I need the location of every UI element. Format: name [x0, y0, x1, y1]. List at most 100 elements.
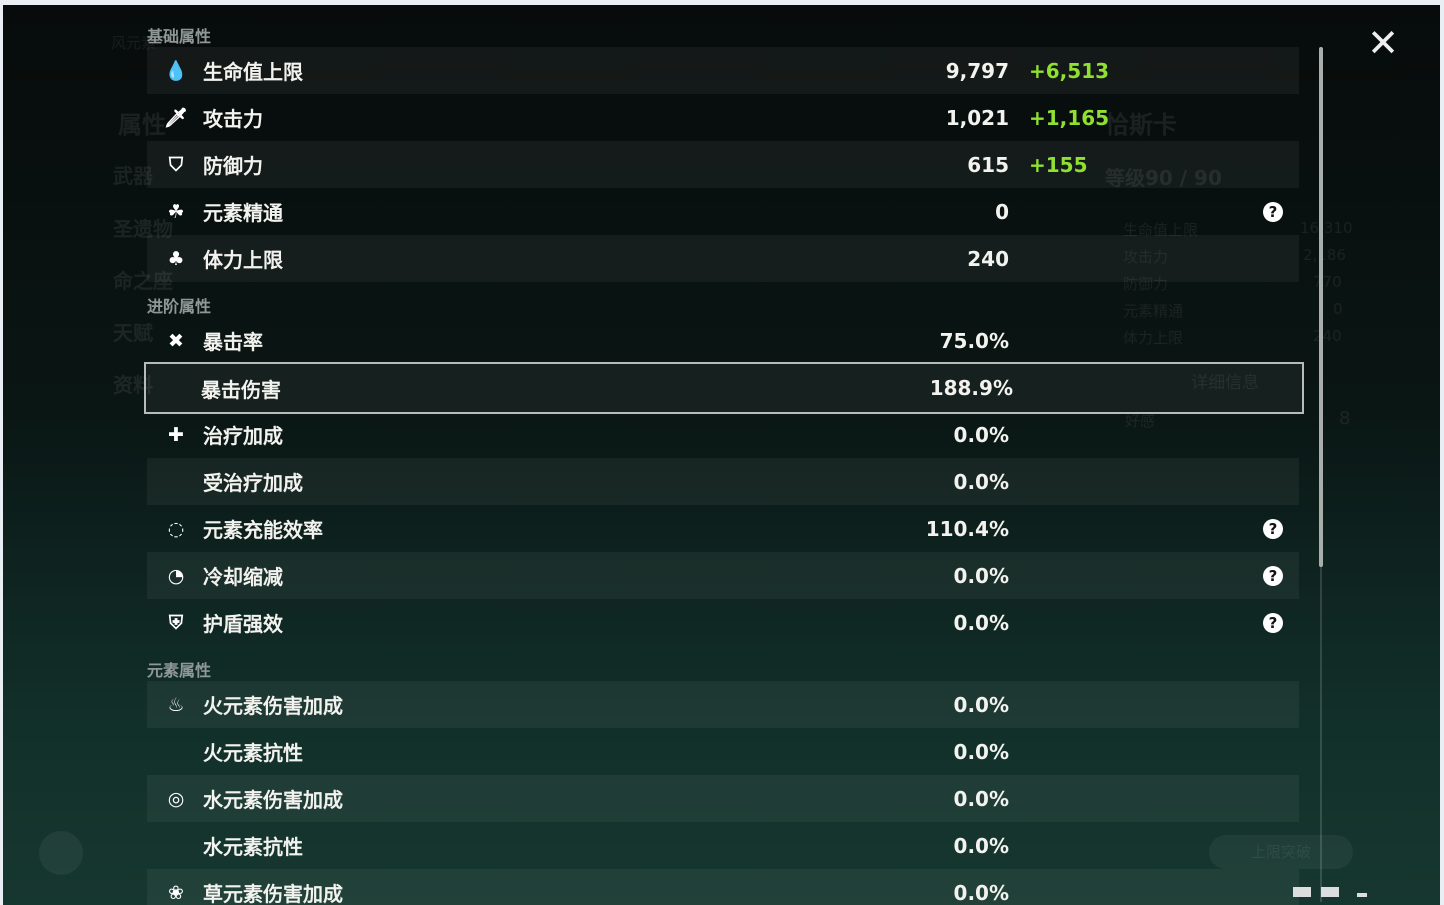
bg-stat-def: 防御力	[1123, 275, 1169, 293]
bg-stat-hp: 生命值上限	[1123, 221, 1199, 239]
stat-row[interactable]: 暴击伤害 188.9%	[144, 362, 1304, 414]
stat-row[interactable]: 水元素抗性 0.0%	[147, 822, 1299, 869]
stat-label: 暴击伤害	[201, 377, 281, 402]
stat-value: 0.0%	[953, 692, 1009, 717]
elemental-mastery-icon: ☘	[167, 200, 185, 223]
bg-menu-talents: 天赋	[113, 321, 153, 345]
stat-row[interactable]: ◔ 冷却缩减 0.0%?	[147, 552, 1299, 599]
stat-label: 水元素抗性	[203, 835, 303, 859]
close-button[interactable]: ✕	[1363, 23, 1403, 63]
stat-value: 110.4%	[925, 516, 1009, 541]
bg-level: 等级90 / 90	[1105, 166, 1222, 190]
stat-row[interactable]: 受治疗加成 0.0%	[147, 458, 1299, 505]
bg-menu-profile: 资料	[113, 373, 153, 397]
stat-row[interactable]: ✖ 暴击率 75.0%	[147, 317, 1299, 364]
energy-recharge-icon: ◌	[167, 517, 185, 540]
sword-icon: 🗡	[163, 107, 189, 129]
stat-value: 0	[995, 199, 1009, 224]
scrollbar-thumb[interactable]	[1319, 47, 1323, 567]
stat-label: 火元素伤害加成	[203, 694, 343, 718]
stamina-icon: ♣	[167, 247, 185, 270]
stat-value: 0.0%	[953, 563, 1009, 588]
stat-value: 0.0%	[953, 880, 1009, 905]
stat-value: 188.9%	[929, 376, 1013, 400]
stat-label: 冷却缩减	[203, 565, 283, 589]
stat-label: 攻击力	[203, 107, 263, 131]
bg-stat-stamina: 体力上限	[1123, 329, 1184, 347]
stat-row[interactable]: 💧 生命值上限 9,797 +6,513	[147, 47, 1299, 94]
stat-bonus: +1,165	[1029, 105, 1110, 130]
stat-value: 0.0%	[953, 786, 1009, 811]
stat-row[interactable]: 火元素抗性 0.0%	[147, 728, 1299, 775]
crit-rate-icon: ✖	[168, 329, 184, 352]
bg-menu-attributes: 属性	[118, 111, 166, 139]
grid-menu-icon	[39, 831, 83, 875]
stat-row[interactable]: ⛉ 防御力 615 +155	[147, 141, 1299, 188]
stat-value: 75.0%	[939, 328, 1009, 353]
stat-label: 火元素抗性	[203, 741, 303, 765]
game-window: 属性 武器 圣遗物 命之座 天赋 资料 风元素 恰斯卡 等级90 / 90 生命…	[3, 5, 1440, 905]
bg-stat-em: 元素精通	[1123, 302, 1184, 320]
section-elemental: 元素属性	[147, 661, 212, 680]
section-basic: 基础属性	[147, 27, 212, 46]
stat-value: 0.0%	[953, 610, 1009, 635]
bg-stat-hp-value: 16,310	[1300, 219, 1353, 237]
bg-ascend-button: 上限突破	[1209, 835, 1353, 869]
stat-label: 防御力	[203, 154, 263, 178]
stat-row[interactable]: ♨ 火元素伤害加成 0.0%	[147, 681, 1299, 728]
hp-drop-icon: 💧	[164, 60, 188, 82]
bg-menu-constellation: 命之座	[113, 269, 173, 293]
dendro-icon: ❀	[168, 881, 184, 904]
stat-value: 0.0%	[953, 739, 1009, 764]
stat-value: 615	[967, 152, 1009, 177]
stat-label: 水元素伤害加成	[203, 788, 343, 812]
stat-label: 元素精通	[203, 201, 283, 225]
stat-row[interactable]: ✚ 治疗加成 0.0%	[147, 411, 1299, 458]
stat-row[interactable]: ♣ 体力上限 240	[147, 235, 1299, 282]
bg-stat-em-value: 0	[1333, 300, 1343, 318]
stat-row[interactable]: ☘ 元素精通 0?	[147, 188, 1299, 235]
stat-label: 护盾强效	[203, 612, 283, 636]
bg-stat-stamina-value: 240	[1313, 327, 1342, 345]
bg-friendship-label: 好感	[1125, 412, 1156, 430]
stat-row[interactable]: ◎ 水元素伤害加成 0.0%	[147, 775, 1299, 822]
indicator-icon	[1357, 893, 1367, 897]
help-icon[interactable]: ?	[1263, 612, 1283, 633]
indicator-icon	[1293, 887, 1311, 897]
stat-value: 1,021	[945, 105, 1009, 130]
section-advanced: 进阶属性	[147, 297, 212, 316]
bg-menu-weapon: 武器	[113, 164, 153, 188]
stat-bonus: +6,513	[1029, 58, 1110, 83]
help-icon[interactable]: ?	[1263, 518, 1283, 539]
stat-row[interactable]: ❀ 草元素伤害加成 0.0%	[147, 869, 1299, 905]
stat-value: 0.0%	[953, 469, 1009, 494]
bg-char-name: 恰斯卡	[1105, 111, 1177, 139]
hydro-icon: ◎	[167, 787, 185, 810]
stat-label: 生命值上限	[203, 60, 303, 84]
stat-row[interactable]: 🗡 攻击力 1,021 +1,165	[147, 94, 1299, 141]
stat-label: 暴击率	[203, 330, 263, 354]
help-icon[interactable]: ?	[1263, 201, 1283, 222]
bg-menu-artifacts: 圣遗物	[113, 217, 173, 241]
stat-bonus: +155	[1029, 152, 1088, 177]
help-icon[interactable]: ?	[1263, 565, 1283, 586]
shield-strength-icon: ⛨	[168, 611, 184, 634]
bg-details-button: 详细信息	[1191, 373, 1259, 393]
cooldown-icon: ◔	[167, 564, 185, 587]
stat-row[interactable]: ◌ 元素充能效率 110.4%?	[147, 505, 1299, 552]
stat-value: 0.0%	[953, 422, 1009, 447]
bg-stat-atk-value: 2,186	[1303, 246, 1346, 264]
bg-stat-atk: 攻击力	[1123, 248, 1169, 266]
stat-value: 240	[967, 246, 1009, 271]
shield-icon: ⛉	[168, 153, 184, 176]
bg-element-label: 风元素	[111, 34, 157, 52]
stat-value: 9,797	[945, 58, 1009, 83]
stat-label: 治疗加成	[203, 424, 283, 448]
pyro-icon: ♨	[167, 693, 185, 716]
stat-row[interactable]: ⛨ 护盾强效 0.0%?	[147, 599, 1299, 646]
stat-value: 0.0%	[953, 833, 1009, 858]
healing-icon: ✚	[168, 423, 184, 446]
stat-label: 受治疗加成	[203, 471, 303, 495]
indicator-icon	[1321, 887, 1339, 897]
stat-label: 体力上限	[203, 248, 283, 272]
